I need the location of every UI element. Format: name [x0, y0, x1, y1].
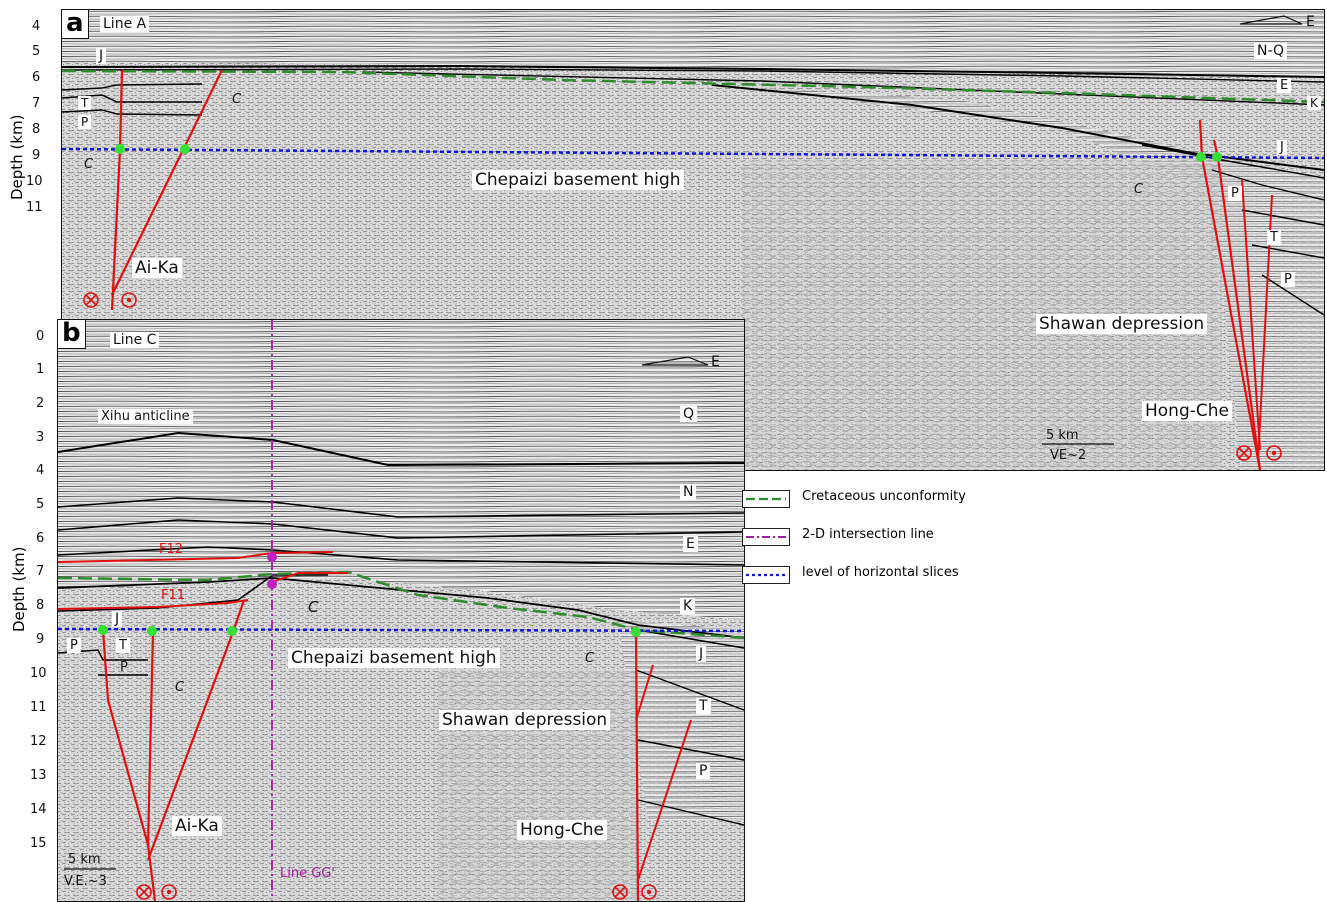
panel-a-stratum-c-mid: C — [1134, 182, 1144, 197]
panel-b-stratum-j-right: J — [696, 646, 707, 662]
panel-a-tick-11: 11 — [26, 200, 43, 215]
legend-label-intersection: 2-D intersection line — [802, 527, 934, 542]
panel-b-stratum-n: N — [680, 484, 697, 500]
panel-b-tick-9: 9 — [36, 632, 45, 647]
panel-b-fault-f11-label: F11 — [161, 588, 186, 603]
legend-swatch-unconformity — [742, 490, 790, 508]
panel-b-line-name: Line C — [110, 332, 160, 348]
panel-a-stratum-t: T — [78, 96, 92, 110]
panel-b-stratum-k: K — [680, 598, 696, 614]
panel-b-tick-3: 3 — [36, 430, 45, 445]
panel-b-stratum-t-left: T — [116, 638, 130, 653]
panel-a-fault-hong-che-label: Hong-Che — [1142, 401, 1232, 421]
panel-a-tick-6: 6 — [32, 70, 41, 85]
legend-label-slice-level: level of horizontal slices — [802, 565, 959, 580]
panel-b-seismic-image — [58, 320, 744, 901]
panel-b-tick-1: 1 — [36, 362, 45, 377]
legend-swatch-intersection — [742, 528, 790, 546]
panel-a-stratum-e: E — [1277, 78, 1292, 93]
panel-a-stratum-k: K — [1307, 96, 1321, 110]
panel-b-tick-14: 14 — [30, 802, 47, 817]
panel-b-intersection-label: Line GG' — [280, 866, 335, 881]
panel-b-fault-hong-che-label: Hong-Che — [517, 820, 607, 840]
panel-b-tick-0: 0 — [36, 329, 45, 344]
panel-b-fault-f12-label: F12 — [159, 542, 184, 557]
panel-b-tick-10: 10 — [30, 666, 47, 681]
panel-a-depression-label: Shawan depression — [1036, 314, 1208, 334]
panel-b-axis-title: Depth (km) — [10, 546, 28, 632]
panel-b-tag: b — [58, 320, 86, 349]
panel-b-stratum-p-lower: P — [120, 660, 128, 675]
legend-item-slice-level: level of horizontal slices — [742, 564, 1042, 584]
panel-a-tag: a — [62, 10, 89, 39]
panel-b-stratum-t-right: T — [696, 698, 711, 714]
panel-b-tick-5: 5 — [36, 497, 45, 512]
legend-item-intersection: 2-D intersection line — [742, 526, 1042, 546]
panel-b-stratum-p-left: P — [67, 638, 81, 653]
panel-a-stratum-j: J — [96, 48, 107, 64]
panel-a-line-name: Line A — [100, 16, 150, 32]
panel-a-stratum-nq: N-Q — [1254, 43, 1288, 59]
panel-b-stratum-p-right: P — [696, 763, 711, 779]
panel-b-stratum-j-left: J — [112, 611, 123, 627]
panel-b-direction: E — [711, 354, 720, 370]
panel-a-tick-5: 5 — [32, 44, 41, 59]
panel-a-basement-high-label: Chepaizi basement high — [472, 170, 684, 190]
panel-b-ve-label: V.E.~3 — [64, 874, 107, 889]
panel-a-stratum-p-upper: P — [1228, 186, 1242, 201]
panel-a-tick-7: 7 — [32, 96, 41, 111]
panel-a-fault-ai-ka-label: Ai-Ka — [132, 258, 182, 278]
panel-b-tick-12: 12 — [30, 734, 47, 749]
legend-swatch-slice-level — [742, 566, 790, 584]
panel-b-anticline-label: Xihu anticline — [98, 409, 193, 424]
panel-b-stratum-c-left: C — [175, 680, 185, 695]
panel-a-stratum-j-right: J — [1277, 140, 1287, 155]
panel-a-stratum-p-lower: P — [1281, 272, 1295, 287]
panel-b-depression-label: Shawan depression — [439, 710, 611, 730]
panel-a-tick-4: 4 — [32, 19, 41, 34]
panel-b-tick-2: 2 — [36, 396, 45, 411]
panel-a-tick-8: 8 — [32, 122, 41, 137]
panel-b-tick-11: 11 — [30, 700, 47, 715]
panel-b-stratum-e: E — [683, 536, 698, 552]
panel-b-scale-label: 5 km — [68, 852, 101, 867]
panel-b-tick-13: 13 — [30, 768, 47, 783]
panel-b-tick-6: 6 — [36, 531, 45, 546]
legend-item-unconformity: Cretaceous unconformity — [742, 488, 1042, 508]
panel-b-seismic-section: b Line C E Xihu anticline Q N E K J T P … — [57, 319, 745, 902]
panel-b-tick-15: 15 — [30, 836, 47, 851]
panel-a-stratum-c-top: C — [232, 92, 242, 107]
panel-b-stratum-c-right: C — [585, 651, 595, 666]
panel-a-ve-label: VE~2 — [1050, 448, 1087, 463]
legend: Cretaceous unconformity 2-D intersection… — [742, 484, 1042, 594]
panel-a-tick-10: 10 — [26, 174, 43, 189]
legend-label-unconformity: Cretaceous unconformity — [802, 489, 966, 504]
panel-b-basement-high-label: Chepaizi basement high — [288, 648, 500, 668]
panel-b-stratum-q: Q — [680, 406, 698, 422]
panel-a-stratum-t-right: T — [1267, 230, 1281, 245]
panel-b-stratum-c-high: C — [308, 598, 319, 616]
panel-a-axis-title: Depth (km) — [8, 114, 26, 200]
panel-a-direction: E — [1306, 14, 1315, 30]
panel-a-stratum-p: P — [78, 115, 92, 129]
panel-b-tick-8: 8 — [36, 598, 45, 613]
panel-a-tick-9: 9 — [32, 148, 41, 163]
panel-a-stratum-c-left: C — [84, 157, 94, 172]
panel-a-scale-label: 5 km — [1046, 428, 1079, 443]
panel-b-tick-4: 4 — [36, 463, 45, 478]
panel-b-fault-ai-ka-label: Ai-Ka — [172, 816, 222, 836]
panel-b-tick-7: 7 — [36, 564, 45, 579]
